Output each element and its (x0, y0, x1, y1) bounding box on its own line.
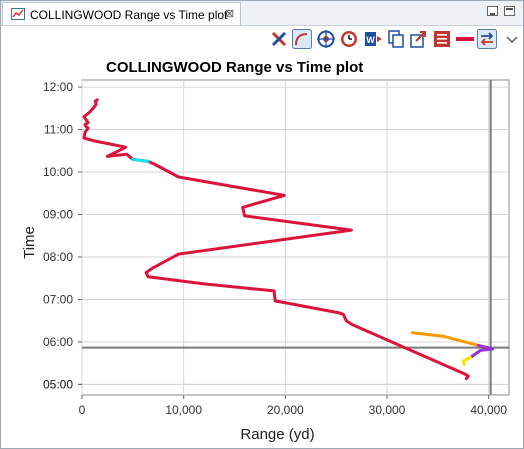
series-line-2 (410, 331, 480, 347)
minimize-icon[interactable] (487, 6, 498, 16)
series-line-4 (461, 356, 472, 367)
y-tick-label: 09:00 (43, 207, 73, 221)
series-line-3 (468, 343, 495, 359)
y-tick-label: 06:00 (43, 335, 73, 349)
svg-text:W: W (366, 35, 375, 45)
x-tick-label: 10,000 (165, 403, 202, 417)
clock-icon[interactable] (339, 29, 359, 49)
target-icon[interactable] (316, 29, 336, 49)
x-tick-label: 40,000 (470, 403, 507, 417)
y-tick-label: 07:00 (43, 292, 73, 306)
copy-icon[interactable] (386, 29, 406, 49)
maximize-icon[interactable] (504, 6, 515, 16)
x-tick-label: 30,000 (369, 403, 406, 417)
x-tick-label: 0 (79, 403, 86, 417)
x-tick-label: 20,000 (267, 403, 304, 417)
plot-toolbar: W (1, 27, 523, 51)
y-tick-label: 12:00 (43, 80, 73, 94)
tab-range-vs-time[interactable]: COLLINGWOOD Range vs Time plot ⊠ (2, 2, 241, 25)
y-axis-label: Time (21, 226, 38, 259)
tab-title: COLLINGWOOD Range vs Time plot (30, 8, 228, 22)
export-word-icon[interactable]: W (363, 29, 383, 49)
tab-bar: COLLINGWOOD Range vs Time plot ⊠ (1, 1, 523, 26)
y-tick-label: 11:00 (44, 123, 73, 137)
fit-to-window-icon[interactable] (269, 29, 289, 49)
y-tick-label: 05:00 (43, 377, 73, 391)
share-export-icon[interactable] (409, 29, 429, 49)
view-menu-chevron-icon[interactable] (502, 29, 522, 49)
curve-select-icon[interactable] (292, 29, 312, 49)
y-tick-label: 05:00 (43, 377, 73, 391)
series-line-0 (82, 98, 470, 381)
chart-title: COLLINGWOOD Range vs Time plot (106, 59, 364, 76)
y-tick-label: 10:00 (43, 165, 73, 179)
list-icon[interactable] (432, 29, 452, 49)
line-style-icon[interactable] (455, 29, 475, 49)
plot-tab-icon (11, 8, 25, 20)
swap-axes-icon[interactable] (477, 29, 497, 49)
y-tick-label: 08:00 (43, 250, 73, 264)
x-axis-label: Range (yd) (240, 426, 314, 443)
series-line-1 (131, 157, 150, 163)
close-icon[interactable]: ⊠ (225, 8, 235, 20)
